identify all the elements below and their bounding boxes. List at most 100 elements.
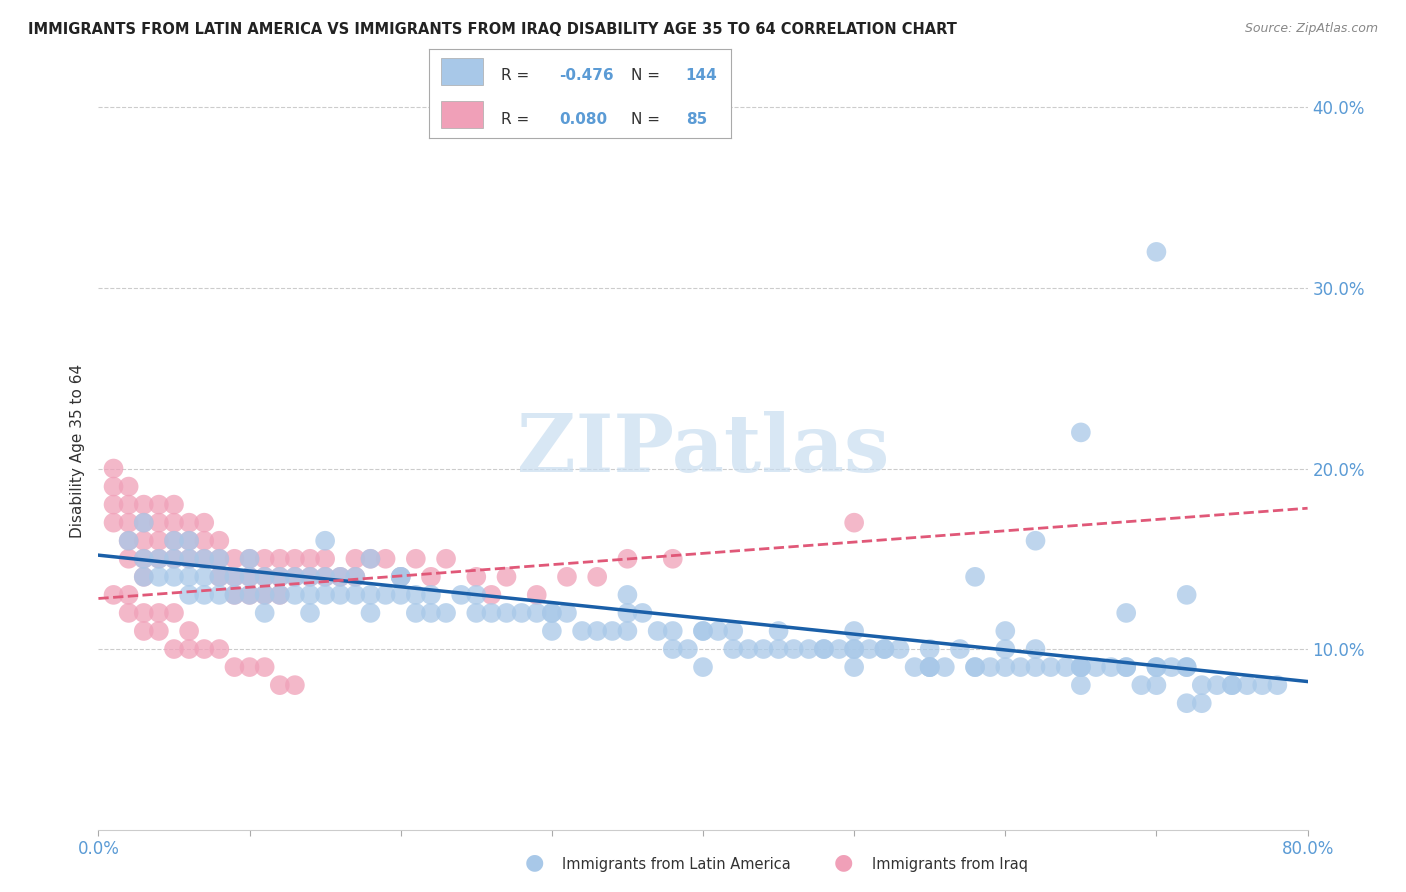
Point: [374, 588, 396, 602]
Point: [132, 516, 155, 530]
Point: [1115, 660, 1137, 674]
Point: [918, 642, 941, 657]
Point: [692, 624, 714, 638]
Point: [647, 624, 669, 638]
Point: [813, 642, 835, 657]
Point: [1267, 678, 1289, 692]
Point: [329, 570, 352, 584]
Point: [1024, 533, 1046, 548]
Point: [555, 606, 578, 620]
Point: [752, 642, 775, 657]
Point: [586, 624, 609, 638]
Point: [179, 642, 201, 657]
Point: [723, 642, 745, 657]
Point: [965, 660, 987, 674]
Point: [284, 570, 307, 584]
Point: [918, 660, 941, 674]
Point: [389, 588, 412, 602]
Point: [193, 642, 215, 657]
Point: [148, 570, 170, 584]
Point: [360, 551, 382, 566]
Point: [314, 570, 336, 584]
Point: [193, 588, 215, 602]
Point: [284, 570, 307, 584]
Point: [661, 624, 683, 638]
Point: [1010, 660, 1032, 674]
Point: [389, 570, 412, 584]
Point: [813, 642, 835, 657]
Point: [314, 533, 336, 548]
Text: ZIPatlas: ZIPatlas: [517, 411, 889, 490]
Point: [360, 606, 382, 620]
Point: [269, 678, 291, 692]
Point: [269, 588, 291, 602]
Point: [828, 642, 851, 657]
Point: [1175, 696, 1198, 710]
Point: [465, 606, 488, 620]
Point: [844, 642, 866, 657]
Text: Immigrants from Latin America: Immigrants from Latin America: [562, 857, 792, 872]
Point: [239, 570, 262, 584]
Point: [1175, 660, 1198, 674]
Point: [118, 533, 141, 548]
Point: [768, 642, 790, 657]
Point: [1175, 588, 1198, 602]
Point: [344, 570, 367, 584]
Point: [692, 660, 714, 674]
Point: [1130, 678, 1153, 692]
Point: [132, 516, 155, 530]
Point: [1191, 696, 1213, 710]
Text: ●: ●: [834, 853, 853, 872]
Point: [132, 570, 155, 584]
Point: [314, 570, 336, 584]
Point: [163, 570, 186, 584]
Text: Source: ZipAtlas.com: Source: ZipAtlas.com: [1244, 22, 1378, 36]
Point: [148, 533, 170, 548]
Point: [118, 479, 141, 493]
Point: [103, 516, 125, 530]
Point: [253, 588, 276, 602]
Point: [873, 642, 896, 657]
Point: [118, 498, 141, 512]
Point: [344, 588, 367, 602]
Point: [481, 606, 503, 620]
Point: [889, 642, 911, 657]
Point: [224, 588, 246, 602]
FancyBboxPatch shape: [441, 101, 484, 128]
Point: [132, 551, 155, 566]
Point: [208, 570, 231, 584]
Point: [1220, 678, 1243, 692]
Point: [1070, 425, 1092, 440]
Point: [707, 624, 730, 638]
Text: N =: N =: [631, 68, 665, 83]
Point: [163, 533, 186, 548]
Point: [269, 570, 291, 584]
Point: [934, 660, 956, 674]
Point: [193, 551, 215, 566]
Text: 144: 144: [686, 68, 717, 83]
Point: [586, 570, 609, 584]
Point: [768, 624, 790, 638]
Point: [844, 624, 866, 638]
Point: [163, 642, 186, 657]
Point: [148, 606, 170, 620]
Point: [284, 588, 307, 602]
Point: [239, 551, 262, 566]
Point: [602, 624, 624, 638]
Point: [510, 606, 533, 620]
Point: [314, 551, 336, 566]
Point: [481, 588, 503, 602]
Point: [1236, 678, 1258, 692]
Point: [239, 570, 262, 584]
Point: [526, 606, 548, 620]
Point: [526, 588, 548, 602]
Point: [1144, 244, 1167, 259]
Point: [918, 660, 941, 674]
Point: [965, 570, 987, 584]
Point: [299, 570, 322, 584]
Point: [103, 498, 125, 512]
Point: [103, 588, 125, 602]
Point: [1206, 678, 1229, 692]
Point: [148, 498, 170, 512]
Point: [676, 642, 699, 657]
